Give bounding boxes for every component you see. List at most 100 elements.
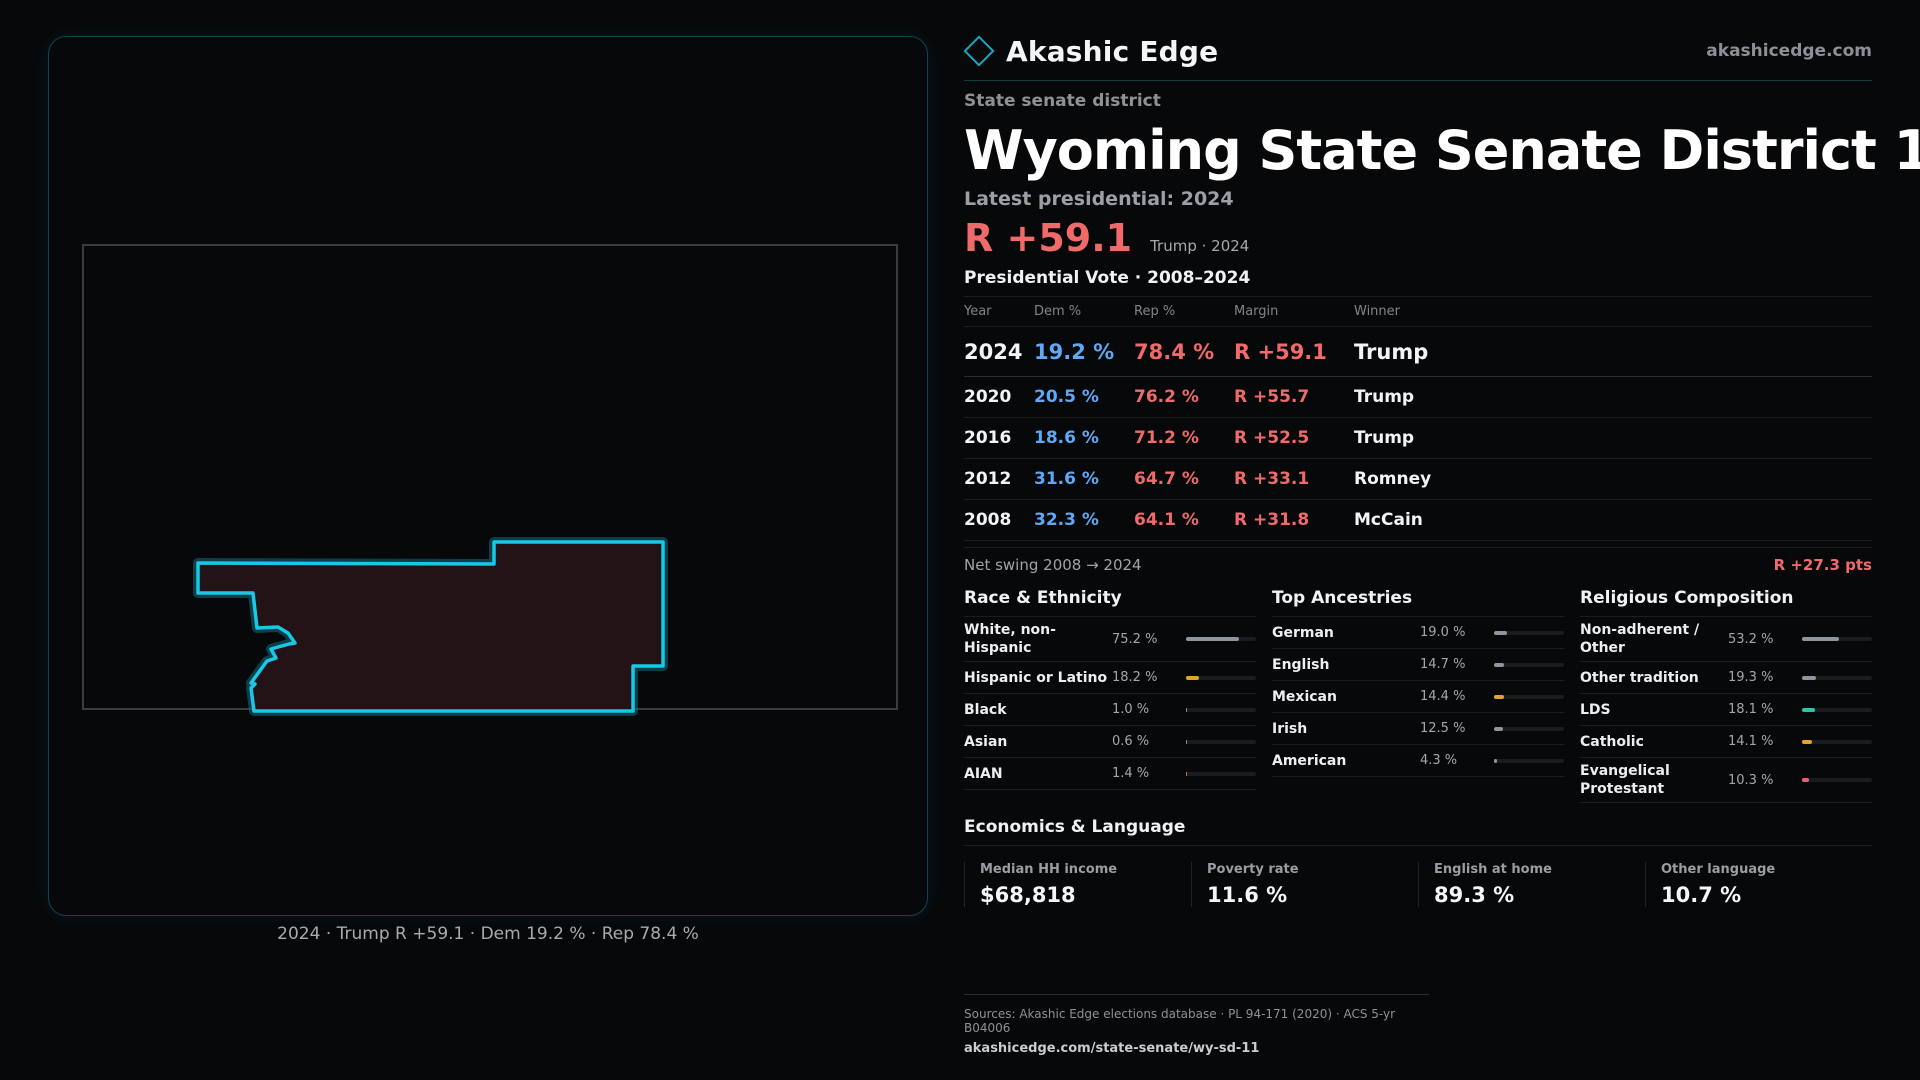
list-item-label: White, non-Hispanic [964,622,1056,656]
list-item-value: 0.6 % [1112,734,1150,749]
dem-cell: 31.6 % [1034,458,1134,500]
list-item-label: Mexican [1272,688,1337,705]
district-map[interactable] [49,37,929,917]
winner-cell: McCain [1354,499,1872,541]
list-item[interactable]: Evangelical Protestant 10.3 % [1580,758,1872,803]
rep-cell: 71.2 % [1134,417,1234,459]
page-title: Wyoming State Senate District 11 [964,119,1920,182]
winner-cell: Trump [1354,326,1872,377]
year-cell: 2024 [964,326,1034,377]
footer-sources: Sources: Akashic Edge elections database… [964,1007,1396,1035]
table-row[interactable]: 2012 31.6 % 64.7 % R +33.1 Romney [964,458,1872,500]
list-item[interactable]: English 14.7 % [1272,649,1564,681]
rep-cell: 78.4 % [1134,326,1234,377]
top-ancestries-panel: Top Ancestries German 19.0 % English 14.7 %… [1272,588,1564,803]
list-item-value: 1.4 % [1112,766,1150,781]
list-item[interactable]: Other tradition 19.3 % [1580,662,1872,694]
list-item[interactable]: LDS 18.1 % [1580,694,1872,726]
list-item-value: 14.7 % [1420,657,1466,672]
econ-label: Median HH income [980,862,1118,877]
list-item-value: 10.3 % [1728,772,1774,788]
list-item-value: 75.2 % [1112,631,1158,647]
list-item[interactable]: Black 1.0 % [964,694,1256,726]
list-item-value: 18.1 % [1728,702,1774,717]
net-swing-value: R +27.3 pts [1773,556,1872,574]
footer: Sources: Akashic Edge elections database… [964,994,1429,1056]
list-item-label: LDS [1580,701,1611,718]
year-cell: 2012 [964,458,1034,500]
econ-other-language: Other language 10.7 % [1645,862,1872,907]
district-outline[interactable] [196,540,665,713]
list-item-label: Evangelical Protestant [1580,763,1670,797]
presidential-vote-table: Year Dem % Rep % Margin Winner 2024 19.2… [964,296,1872,541]
headline-margin-sub: Trump · 2024 [1150,237,1250,255]
share-bar-fill [1802,739,1812,744]
race-ethnicity-panel: Race & Ethnicity White, non-Hispanic 75.2… [964,588,1256,803]
col-winner: Winner [1354,296,1872,327]
econ-label: English at home [1434,862,1552,877]
list-item[interactable]: German 19.0 % [1272,617,1564,649]
top-ancestries-title: Top Ancestries [1272,588,1564,617]
list-item-value: 19.0 % [1420,625,1466,640]
list-item[interactable]: AIAN 1.4 % [964,758,1256,790]
list-item-label: Asian [964,733,1008,750]
list-item[interactable]: White, non-Hispanic 75.2 % [964,617,1256,662]
list-item-label: English [1272,656,1330,673]
table-row[interactable]: 2008 32.3 % 64.1 % R +31.8 McCain [964,499,1872,541]
list-item[interactable]: Non-adherent / Other 53.2 % [1580,617,1872,662]
share-bar-fill [1494,726,1503,731]
list-item[interactable]: Mexican 14.4 % [1272,681,1564,713]
econ-label: Poverty rate [1207,862,1299,877]
share-bar [1802,637,1872,641]
share-bar-fill [1494,662,1505,667]
list-item-value: 1.0 % [1112,702,1150,717]
list-item[interactable]: Irish 12.5 % [1272,713,1564,745]
margin-cell: R +59.1 [1234,326,1354,377]
winner-cell: Trump [1354,417,1872,459]
table-header-row: Year Dem % Rep % Margin Winner [964,296,1872,327]
map-panel[interactable] [48,36,928,916]
share-bar-fill [1186,739,1188,744]
latest-presidential-label: Latest presidential: 2024 [964,188,1234,210]
dem-cell: 19.2 % [1034,326,1134,377]
table-row[interactable]: 2024 19.2 % 78.4 % R +59.1 Trump [964,326,1872,377]
list-item-label: German [1272,624,1334,641]
table-row[interactable]: 2020 20.5 % 76.2 % R +55.7 Trump [964,376,1872,418]
share-bar-fill [1186,771,1188,776]
table-row[interactable]: 2016 18.6 % 71.2 % R +52.5 Trump [964,417,1872,459]
list-item[interactable]: Catholic 14.1 % [1580,726,1872,758]
details-panel: Akashic Edge akashicedge.com State senat… [963,30,1920,907]
headline-margin: R +59.1 Trump · 2024 [964,216,1872,260]
econ-value: 89.3 % [1434,883,1515,907]
list-item-value: 19.3 % [1728,670,1774,685]
share-bar-fill [1802,707,1815,712]
col-margin: Margin [1234,296,1354,327]
econ-value: 11.6 % [1207,883,1288,907]
econ-value: 10.7 % [1661,883,1742,907]
year-cell: 2008 [964,499,1034,541]
share-bar [1494,630,1564,635]
share-bar-fill [1494,694,1505,699]
economics-grid: Median HH income $68,818 Poverty rate 11… [964,862,1872,907]
map-caption: 2024 · Trump R +59.1 · Dem 19.2 % · Rep … [277,924,699,944]
share-bar-fill [1494,758,1497,763]
list-item-label: American [1272,752,1347,769]
list-item-value: 53.2 % [1728,631,1774,647]
religious-composition-title: Religious Composition [1580,588,1872,617]
brand[interactable]: Akashic Edge [963,34,1219,68]
list-item-value: 14.4 % [1420,689,1466,704]
list-item[interactable]: Asian 0.6 % [964,726,1256,758]
list-item[interactable]: Hispanic or Latino 18.2 % [964,662,1256,694]
margin-cell: R +33.1 [1234,458,1354,500]
dem-cell: 20.5 % [1034,376,1134,418]
footer-url[interactable]: akashicedge.com/state-senate/wy-sd-11 [964,1041,1260,1056]
share-bar [1494,726,1564,731]
list-item[interactable]: American 4.3 % [1272,745,1564,777]
dem-cell: 18.6 % [1034,417,1134,459]
brand-name: Akashic Edge [1006,34,1219,68]
share-bar [1802,739,1872,744]
share-bar-fill [1494,630,1508,635]
brand-url[interactable]: akashicedge.com [1706,41,1872,61]
rep-cell: 76.2 % [1134,376,1234,418]
col-dem: Dem % [1034,296,1134,327]
